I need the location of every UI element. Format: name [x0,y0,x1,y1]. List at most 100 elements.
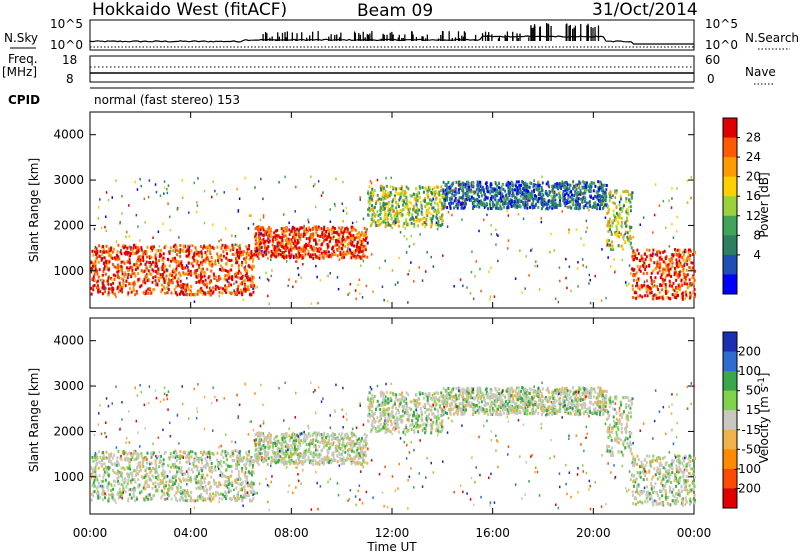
power-cell [225,291,228,294]
power-cell [470,195,473,199]
velocity-cell [126,482,129,486]
power-cell [413,222,416,226]
power-cell [458,180,461,184]
power-cell [662,281,665,285]
power-cell [302,263,304,266]
power-cell [453,194,456,198]
power-cell [169,215,171,219]
power-cell [95,247,98,251]
velocity-cell [159,482,162,486]
velocity-cell [203,477,206,481]
power-cell [246,288,249,292]
power-cell [693,179,695,182]
velocity-cell [236,458,239,462]
velocity-cell [137,484,140,488]
power-cell [227,246,230,249]
power-cell [152,245,155,249]
power-cell [395,211,398,215]
power-cell [649,291,652,295]
power-cell [335,177,337,181]
power-cell [566,188,569,192]
power-cell [685,293,688,297]
power-cell [318,257,321,260]
power-cell [105,264,108,268]
power-cell [613,218,616,222]
power-cell [118,281,121,285]
power-cell [184,285,187,289]
power-cell [148,261,151,265]
power-cell [369,179,372,183]
power-cell [516,186,519,190]
power-cell [534,197,536,200]
power-cell [293,226,296,230]
power-cell [181,196,184,200]
power-cell [676,273,679,277]
power-cell [470,199,473,202]
power-cbar-title: Power [dB] [757,172,771,237]
power-cell [520,200,523,204]
power-cell [305,230,308,234]
power-cell [331,245,334,249]
power-cell [524,287,526,290]
power-cell [508,194,511,198]
velocity-cell [174,454,177,458]
power-cell [365,237,367,241]
power-cell [247,247,250,251]
velocity-cell [185,478,188,482]
power-cell [399,195,402,199]
power-cell [409,194,412,198]
power-cell [272,245,275,249]
velocity-cell [100,463,103,467]
power-cell [381,285,384,288]
power-cell [658,296,661,300]
power-cell [443,202,446,206]
power-cell [635,296,638,300]
power-cell [236,254,239,258]
power-cell [490,266,492,270]
power-cell [284,253,286,256]
velocity-cell [273,460,276,464]
power-cell [388,194,391,198]
power-cell [637,252,640,256]
power-cell [261,233,264,237]
power-cell [108,253,111,257]
power-cell [149,265,152,268]
power-cell [107,268,110,272]
power-cell [249,278,251,281]
power-cell [693,278,696,282]
velocity-cell [227,452,230,455]
power-cell [417,224,420,228]
power-cell [614,218,617,222]
power-cell [664,261,667,265]
power-cell [299,226,302,230]
power-cell [496,202,499,205]
power-cell [679,270,682,274]
power-cell [367,199,370,203]
power-cell [446,195,449,199]
power-cell [262,197,264,201]
power-cell [466,184,469,188]
power-cell [569,195,572,199]
velocity-cell [223,483,226,487]
power-cell [297,241,300,245]
power-cell [289,247,292,251]
power-cell [689,254,692,258]
power-cell [342,209,345,213]
velocity-cell [216,491,219,495]
power-cell [329,254,331,257]
power-cell [663,278,666,282]
velocity-cell [168,486,171,490]
power-cell [510,188,513,192]
power-cell [354,228,357,232]
power-cell [291,247,294,251]
power-cell [413,207,416,211]
power-cell [684,250,686,254]
power-cell [593,202,596,206]
power-cell [420,210,423,214]
power-cell [370,182,373,185]
velocity-cell [117,475,120,479]
power-cell [210,269,213,273]
velocity-cell [135,457,138,461]
power-cell [407,222,410,226]
power-cell [101,281,104,285]
